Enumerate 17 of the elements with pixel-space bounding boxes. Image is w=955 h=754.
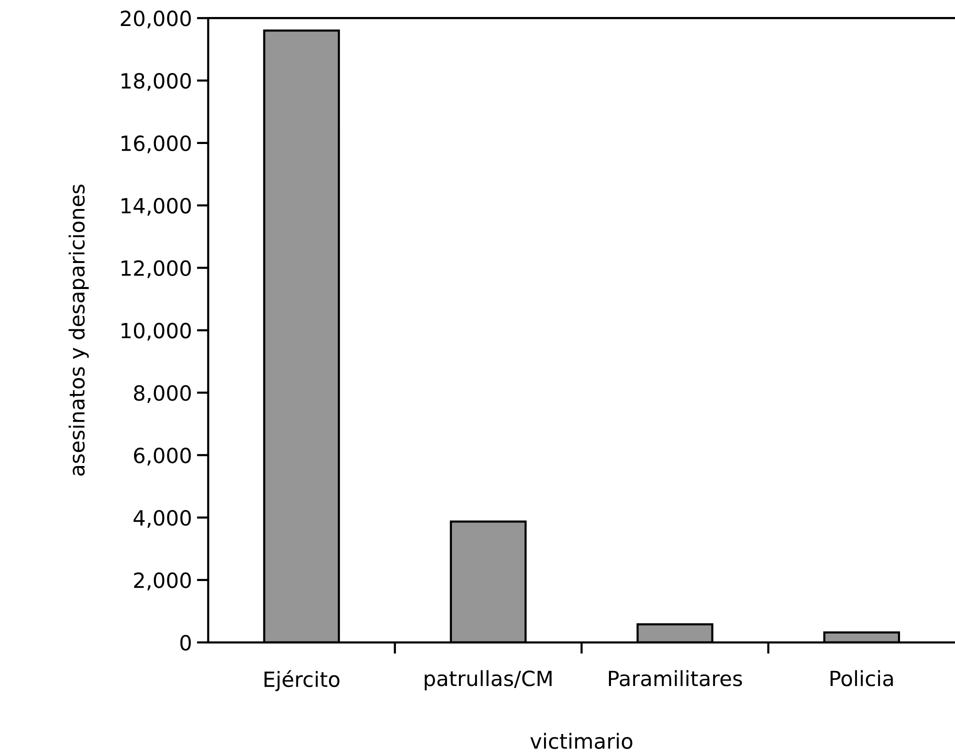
x-tick-label: patrullas/CM <box>424 670 552 690</box>
y-tick-label: 4,000 <box>134 510 191 528</box>
y-tick-label: 2,000 <box>134 572 191 590</box>
y-tick-label: 0 <box>180 634 191 651</box>
x-axis-title: victimario <box>530 732 632 749</box>
x-tick-label: Policia <box>830 670 893 686</box>
x-tick-label: Paramilitares <box>608 670 742 686</box>
y-tick-label: 12,000 <box>122 260 191 278</box>
y-tick-label: 20,000 <box>120 10 191 28</box>
y-tick-label: 14,000 <box>122 198 191 216</box>
y-tick-label: 18,000 <box>122 72 191 91</box>
x-tick-label: Ejército <box>264 670 340 692</box>
y-tick-label: 6,000 <box>134 448 191 466</box>
y-tick-label: 8,000 <box>134 385 191 404</box>
y-axis-title: asesinatos y desapariciones <box>68 184 89 476</box>
y-tick-label: 10,000 <box>122 322 191 341</box>
y-tick-label: 16,000 <box>122 135 191 154</box>
